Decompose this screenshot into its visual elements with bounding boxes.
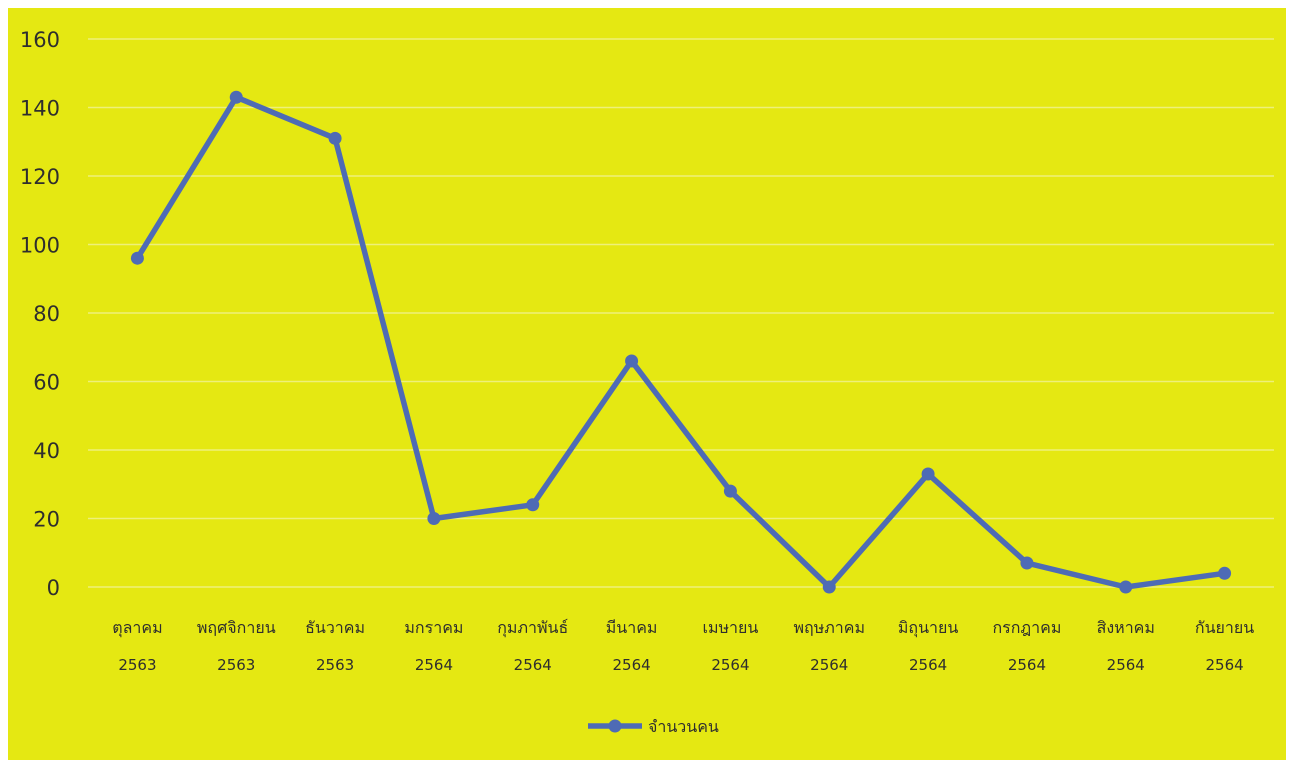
- data-point: [130, 251, 144, 265]
- x-tick-label-month: เมษายน: [702, 618, 758, 637]
- x-tick-label-month: ตุลาคม: [112, 618, 162, 638]
- x-tick-label-year: 2564: [1205, 656, 1243, 674]
- data-point: [229, 90, 243, 104]
- series-layer: [130, 90, 1232, 594]
- data-point: [427, 512, 441, 525]
- y-tick-label: 60: [33, 371, 60, 395]
- data-point: [625, 354, 639, 368]
- y-axis-tick-labels: 0 20 40 60 80 100 120 140 160: [20, 28, 60, 600]
- legend-marker-swatch: [608, 719, 622, 733]
- chart-area: 0 20 40 60 80 100 120 140 160 ตุลาคม 2563 พฤศจิกาย…: [8, 8, 1286, 760]
- data-point: [1020, 556, 1034, 570]
- data-point: [1119, 580, 1133, 594]
- x-tick-label-month: มกราคม: [404, 618, 463, 637]
- x-tick-label-month: พฤศจิกายน: [197, 618, 276, 637]
- x-tick-label-month: มีนาคม: [606, 618, 658, 637]
- y-tick-label: 80: [33, 302, 60, 326]
- x-tick-label-year: 2564: [514, 656, 552, 674]
- x-tick-label-year: 2564: [612, 656, 650, 674]
- x-tick-label-month: ธันวาคม: [305, 618, 365, 637]
- x-tick-label-year: 2563: [316, 656, 354, 674]
- x-axis-tick-labels: ตุลาคม 2563 พฤศจิกายน 2563 ธันวาคม 2563 มกราคม…: [112, 618, 1254, 674]
- x-tick-label-year: 2564: [810, 656, 848, 674]
- x-tick-label-month: สิงหาคม: [1097, 618, 1155, 637]
- line-chart: 0 20 40 60 80 100 120 140 160 ตุลาคม 2563 พฤศจิกาย…: [8, 8, 1286, 760]
- x-tick-label-month: กันยายน: [1195, 618, 1254, 637]
- data-point: [822, 580, 836, 594]
- y-tick-label: 140: [20, 97, 60, 121]
- y-tick-label: 20: [33, 508, 60, 532]
- x-tick-label-year: 2564: [1008, 656, 1046, 674]
- y-tick-label: 160: [20, 28, 60, 52]
- y-tick-label: 0: [47, 576, 60, 600]
- y-tick-label: 100: [20, 234, 60, 258]
- data-point: [526, 498, 540, 512]
- x-tick-label-year: 2563: [217, 656, 255, 674]
- y-tick-label: 120: [20, 165, 60, 189]
- data-point: [723, 484, 737, 498]
- x-tick-label-year: 2564: [415, 656, 453, 674]
- data-point: [328, 131, 342, 145]
- data-point: [1218, 566, 1232, 580]
- legend: จำนวนคน: [588, 717, 719, 736]
- series-line: [134, 94, 1228, 590]
- x-tick-label-month: พฤษภาคม: [793, 618, 865, 637]
- legend-label: จำนวนคน: [648, 717, 719, 736]
- x-tick-label-month: มิถุนายน: [898, 618, 959, 638]
- x-tick-label-year: 2564: [909, 656, 947, 674]
- x-tick-label-month: กรกฎาคม: [992, 618, 1061, 637]
- x-tick-label-year: 2564: [1107, 656, 1145, 674]
- data-point: [921, 467, 935, 481]
- x-tick-label-year: 2563: [118, 656, 156, 674]
- gridlines: [88, 38, 1274, 588]
- x-tick-label-month: กุมภาพันธ์: [497, 618, 568, 638]
- y-tick-label: 40: [33, 439, 60, 463]
- x-tick-label-year: 2564: [711, 656, 749, 674]
